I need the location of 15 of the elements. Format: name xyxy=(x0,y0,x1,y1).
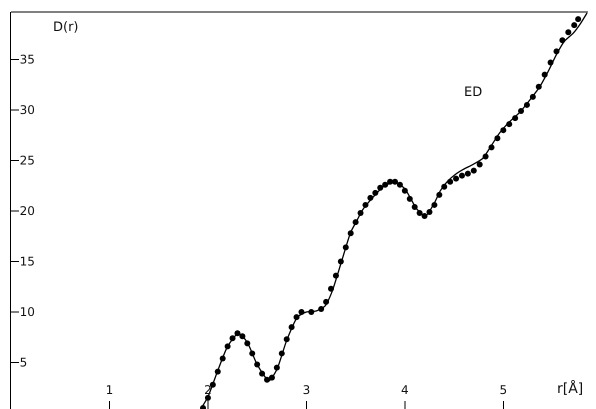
y-axis-title: D(r) xyxy=(53,20,78,35)
x-tick-label: 5 xyxy=(500,383,508,397)
y-tick-label: 15 xyxy=(20,254,35,269)
x-axis-title: r[Å] xyxy=(557,380,584,397)
y-tick-label: 25 xyxy=(20,154,35,168)
x-tick-label: 3 xyxy=(302,383,310,397)
x-tick-label: 4 xyxy=(401,383,409,397)
x-tick-label: 1 xyxy=(106,383,114,397)
x-tick-label: 2 xyxy=(204,383,212,397)
y-tick-label: 35 xyxy=(20,52,35,67)
annotation: ED xyxy=(464,85,482,100)
y-tick-label: 10 xyxy=(20,305,35,320)
y-tick-label: 30 xyxy=(20,103,35,118)
y-tick-label: 20 xyxy=(20,204,35,218)
y-tick-label: 5 xyxy=(20,356,28,370)
